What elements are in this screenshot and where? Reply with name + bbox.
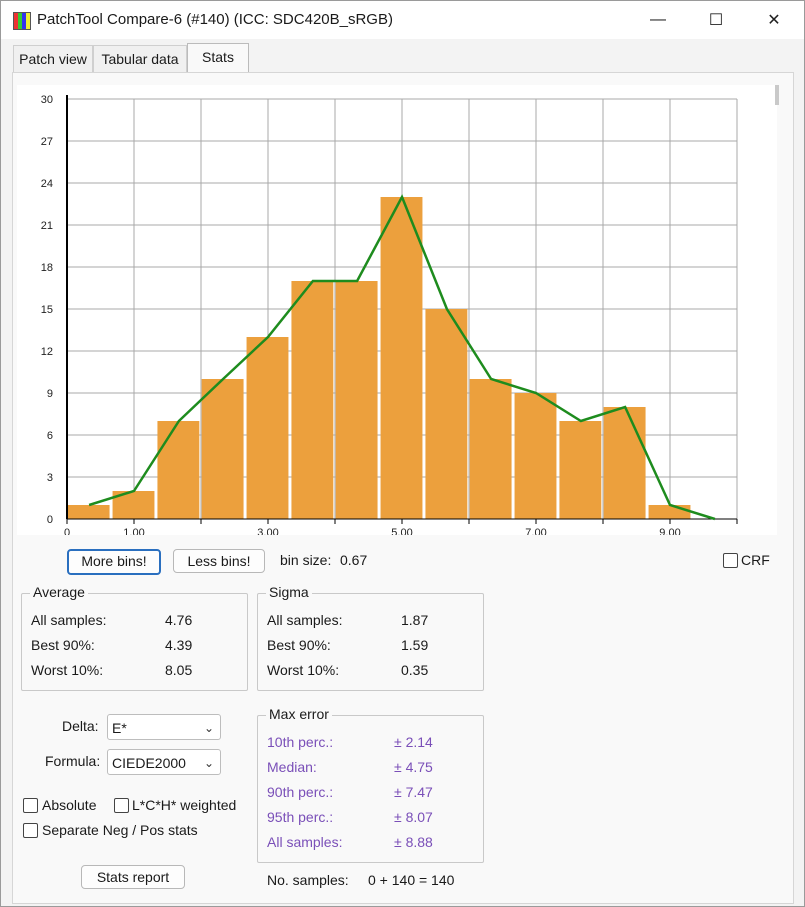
y-tick-label: 9	[47, 388, 53, 400]
y-tick-label: 15	[41, 304, 53, 316]
sigma-all-label: All samples:	[267, 612, 343, 628]
absolute-checkbox[interactable]	[23, 798, 38, 813]
max-error-title: Max error	[266, 706, 332, 722]
histogram-bar	[291, 281, 334, 519]
histogram-bar	[603, 407, 646, 519]
y-tick-label: 6	[47, 430, 53, 442]
x-tick-label: 3.00	[257, 527, 278, 535]
sigma-best-value: 1.59	[401, 637, 429, 653]
histogram-bar	[425, 309, 468, 519]
minimize-button[interactable]: —	[650, 11, 666, 28]
y-tick-label: 21	[41, 220, 53, 232]
scrollbar[interactable]	[775, 85, 779, 105]
average-all-value: 4.76	[165, 612, 193, 628]
app-icon	[13, 12, 31, 30]
sigma-best-label: Best 90%:	[267, 637, 331, 653]
average-title: Average	[30, 584, 88, 600]
maximize-button[interactable]: ☐	[708, 12, 724, 29]
sigma-worst-value: 0.35	[401, 662, 429, 678]
histogram-bar	[469, 379, 512, 519]
max-error-10th-label: 10th perc.:	[267, 734, 334, 750]
y-tick-label: 0	[47, 514, 53, 526]
delta-select[interactable]: E* ⌄	[107, 714, 221, 740]
more-bins-button[interactable]: More bins!	[67, 549, 161, 575]
lch-weighted-checkbox[interactable]	[114, 798, 129, 813]
separate-stats-label: Separate Neg / Pos stats	[42, 822, 198, 838]
histogram-bar	[67, 505, 110, 519]
tab-tabular-data[interactable]: Tabular data	[93, 45, 187, 72]
crf-label: CRF	[741, 552, 770, 568]
histogram-bar	[514, 393, 557, 519]
x-tick-label: 0	[64, 527, 70, 535]
y-tick-label: 24	[41, 178, 53, 190]
lch-weighted-label: L*C*H* weighted	[132, 797, 237, 813]
tab-stats[interactable]: Stats	[187, 43, 249, 72]
average-worst-value: 8.05	[165, 662, 193, 678]
separate-stats-checkbox[interactable]	[23, 823, 38, 838]
sigma-all-value: 1.87	[401, 612, 429, 628]
absolute-label: Absolute	[42, 797, 97, 813]
formula-select[interactable]: CIEDE2000 ⌄	[107, 749, 221, 775]
average-worst-label: Worst 10%:	[31, 662, 104, 678]
chevron-down-icon: ⌄	[203, 756, 214, 770]
average-all-label: All samples:	[31, 612, 107, 628]
histogram-bar	[335, 281, 378, 519]
delta-select-value: E*	[112, 720, 127, 736]
samples-label: No. samples:	[267, 872, 349, 888]
samples-value: 0 + 140 = 140	[368, 872, 455, 888]
x-tick-label: 7.00	[525, 527, 546, 535]
chevron-down-icon: ⌄	[203, 721, 214, 735]
tab-patch-view[interactable]: Patch view	[13, 45, 93, 72]
sigma-group: Sigma	[257, 584, 484, 691]
formula-select-value: CIEDE2000	[112, 755, 186, 771]
delta-label: Delta:	[62, 718, 99, 734]
bin-size-value: 0.67	[340, 552, 368, 568]
distribution-line	[88, 194, 716, 521]
max-error-10th-value: ± 2.14	[394, 734, 433, 750]
close-button[interactable]: ✕	[767, 12, 781, 29]
max-error-90th-value: ± 7.47	[394, 784, 433, 800]
average-best-value: 4.39	[165, 637, 193, 653]
stats-report-button[interactable]: Stats report	[81, 865, 185, 889]
average-group: Average	[21, 584, 248, 691]
histogram-bar	[157, 421, 200, 519]
max-error-90th-label: 90th perc.:	[267, 784, 334, 800]
average-best-label: Best 90%:	[31, 637, 95, 653]
formula-label: Formula:	[45, 753, 101, 769]
histogram-bar	[246, 337, 289, 519]
max-error-median-label: Median:	[267, 759, 317, 775]
histogram-bar	[648, 505, 691, 519]
title-bar: PatchTool Compare-6 (#140) (ICC: SDC420B…	[1, 1, 804, 39]
y-tick-label: 30	[41, 94, 53, 106]
y-tick-label: 27	[41, 136, 53, 148]
crf-checkbox[interactable]	[723, 553, 738, 568]
sigma-title: Sigma	[266, 584, 312, 600]
y-tick-label: 12	[41, 346, 53, 358]
bin-size-label: bin size:	[280, 552, 332, 568]
histogram-bar	[201, 379, 244, 519]
max-error-median-value: ± 4.75	[394, 759, 433, 775]
max-error-group: Max error	[257, 706, 484, 863]
max-error-95th-value: ± 8.07	[394, 809, 433, 825]
histogram-svg: 0 3 6 9 12 15 18 21 24 27 30 0 1.00 3.00 5.00 7.00 9.00	[41, 94, 738, 539]
max-error-95th-label: 95th perc.:	[267, 809, 334, 825]
less-bins-button[interactable]: Less bins!	[173, 549, 265, 573]
window-title: PatchTool Compare-6 (#140) (ICC: SDC420B…	[37, 11, 393, 28]
sigma-worst-label: Worst 10%:	[267, 662, 340, 678]
histogram-chart: 0 3 6 9 12 15 18 21 24 27 30 0 1.00 3.00 5.00 7.00 9.00	[17, 85, 777, 539]
x-tick-label: 9.00	[659, 527, 680, 535]
y-tick-label: 3	[47, 472, 53, 484]
max-error-all-value: ± 8.88	[394, 834, 433, 850]
max-error-all-label: All samples:	[267, 834, 343, 850]
histogram-bar	[559, 421, 602, 519]
histogram-bar	[380, 197, 423, 519]
x-tick-label: 5.00	[391, 527, 412, 535]
x-tick-label: 1.00	[123, 527, 144, 535]
y-tick-label: 18	[41, 262, 53, 274]
